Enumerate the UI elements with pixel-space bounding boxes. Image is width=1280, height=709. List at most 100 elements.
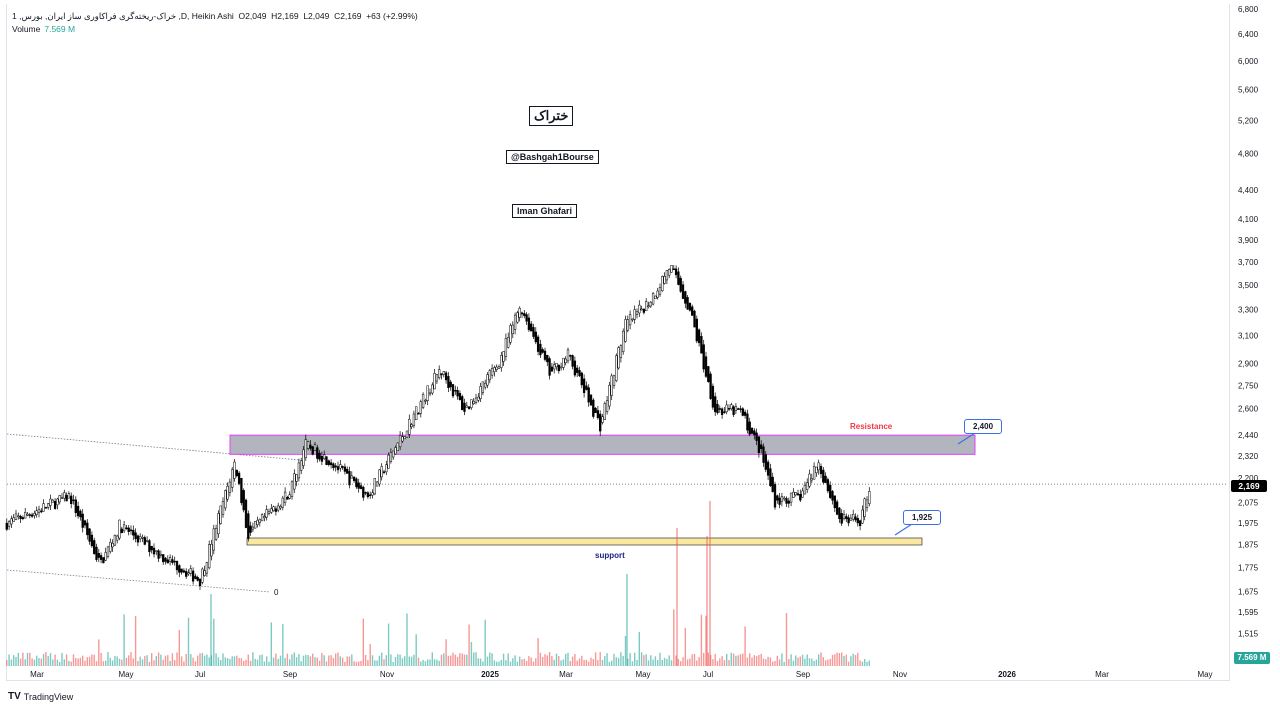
candle bbox=[580, 372, 583, 386]
candle bbox=[564, 358, 567, 364]
candle bbox=[125, 527, 128, 530]
volume-bar bbox=[535, 658, 537, 666]
resistance-callout[interactable]: 2,400 bbox=[964, 419, 1003, 434]
candle bbox=[541, 349, 544, 353]
volume-bar bbox=[118, 658, 121, 666]
tradingview-logo[interactable]: TV TradingView bbox=[8, 691, 73, 702]
candle bbox=[704, 356, 708, 377]
volume-bar bbox=[348, 656, 351, 666]
candle bbox=[93, 540, 96, 554]
volume-bar bbox=[744, 626, 746, 666]
volume-bar bbox=[332, 657, 335, 666]
y-axis-label: 6,400 bbox=[1238, 30, 1259, 39]
volume-bar bbox=[753, 655, 755, 666]
candle bbox=[196, 577, 199, 581]
volume-bar bbox=[433, 659, 436, 666]
volume-bar bbox=[443, 653, 445, 666]
candle bbox=[228, 481, 232, 493]
volume-bar bbox=[413, 654, 415, 666]
candle bbox=[65, 495, 68, 502]
candle bbox=[136, 535, 140, 543]
x-label: 2025 bbox=[481, 670, 499, 679]
volume-bar bbox=[82, 655, 84, 666]
candle bbox=[258, 519, 261, 523]
volume-bar bbox=[243, 661, 245, 666]
candle bbox=[83, 520, 87, 526]
volume-bar bbox=[15, 656, 17, 666]
volume-bar bbox=[843, 655, 845, 666]
candle bbox=[343, 466, 347, 472]
candle bbox=[157, 550, 160, 559]
volume-bar bbox=[661, 659, 663, 666]
volume-bar bbox=[298, 654, 300, 666]
volume-bar bbox=[691, 654, 693, 666]
volume-bar bbox=[461, 653, 463, 666]
volume-bar bbox=[590, 657, 592, 666]
volume-bar bbox=[466, 654, 468, 666]
candle bbox=[741, 408, 744, 416]
candle bbox=[454, 389, 457, 392]
volume-bar bbox=[650, 655, 652, 666]
candle bbox=[822, 469, 825, 483]
candle bbox=[175, 560, 179, 571]
candle bbox=[210, 544, 213, 557]
candle bbox=[555, 363, 558, 368]
candle bbox=[203, 570, 206, 576]
volume-bar bbox=[222, 653, 224, 666]
candle bbox=[58, 495, 61, 503]
candle bbox=[419, 401, 422, 414]
symbol-name[interactable]: 1 ,خراک-ریخته‌گری فراکاوری ساز ایران, بو… bbox=[12, 11, 234, 21]
volume-badge: 7.569 M bbox=[1234, 652, 1270, 664]
volume-bar bbox=[371, 655, 374, 666]
candle bbox=[417, 412, 420, 415]
tradingview-brand: TradingView bbox=[23, 691, 74, 702]
volume-bar bbox=[390, 654, 392, 666]
resistance-zone[interactable] bbox=[229, 434, 976, 455]
candle bbox=[352, 476, 356, 481]
candle bbox=[599, 413, 602, 432]
candle bbox=[217, 513, 220, 535]
support-zone[interactable] bbox=[246, 537, 923, 546]
candle bbox=[394, 447, 397, 455]
trendline-lower[interactable] bbox=[6, 569, 271, 593]
candle bbox=[495, 366, 498, 370]
volume-label[interactable]: Volume bbox=[12, 24, 41, 34]
volume-bar bbox=[61, 652, 63, 666]
candle bbox=[479, 386, 482, 399]
candle bbox=[808, 473, 811, 487]
y-axis-label: 5,200 bbox=[1238, 116, 1259, 125]
volume-bar bbox=[583, 659, 585, 666]
candle bbox=[221, 501, 225, 515]
volume-bar bbox=[781, 653, 783, 666]
candle bbox=[730, 404, 733, 410]
volume-bar bbox=[293, 652, 295, 666]
volume-bar bbox=[604, 656, 606, 666]
volume-bar bbox=[542, 657, 544, 666]
candle bbox=[707, 366, 710, 382]
candle bbox=[847, 517, 850, 524]
candle bbox=[182, 570, 186, 573]
candle bbox=[67, 493, 71, 499]
volume-bar bbox=[861, 661, 864, 666]
candle bbox=[463, 402, 466, 412]
chart-pane[interactable] bbox=[6, 4, 1230, 681]
volume-bar bbox=[162, 659, 164, 666]
support-callout[interactable]: 1,925 bbox=[903, 510, 942, 525]
candle bbox=[596, 410, 600, 419]
volume-bar bbox=[100, 653, 102, 666]
volume-bar bbox=[229, 659, 231, 666]
candle bbox=[527, 317, 531, 331]
candle bbox=[286, 497, 289, 500]
candle bbox=[610, 375, 613, 396]
candle bbox=[502, 351, 505, 362]
y-axis-label: 2,200 bbox=[1238, 474, 1259, 483]
volume-bar bbox=[84, 660, 86, 666]
candle bbox=[30, 514, 34, 517]
volume-bar bbox=[40, 658, 42, 666]
volume-bar bbox=[730, 652, 732, 666]
candle bbox=[868, 491, 871, 504]
volume-bar bbox=[758, 654, 760, 666]
candle bbox=[654, 295, 657, 299]
volume-bar bbox=[850, 656, 852, 666]
